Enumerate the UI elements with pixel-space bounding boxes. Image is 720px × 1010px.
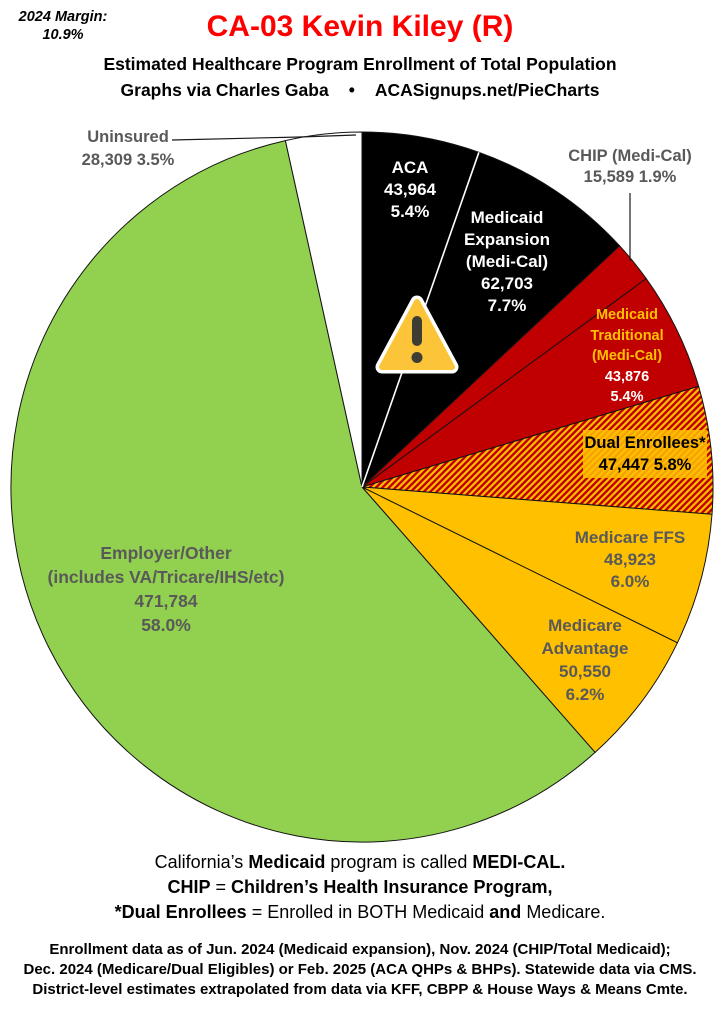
- slice-value: 50,550: [559, 662, 611, 681]
- slice-value: 471,784: [134, 591, 198, 611]
- definition-line: California’s Medicaid program is called …: [154, 852, 566, 872]
- slice-label-medicaid-expansion: Medicaid Expansion (Medi-Cal) 62,703 7.7…: [427, 207, 587, 317]
- uninsured-leader-line: [171, 134, 357, 141]
- chart-subtitle: Estimated Healthcare Program Enrollment …: [103, 54, 617, 74]
- slice-name: Employer/Other: [100, 543, 232, 563]
- definition-line: CHIP = Children’s Health Insurance Progr…: [167, 877, 553, 897]
- slice-name: CHIP (Medi-Cal): [568, 147, 692, 165]
- slice-name: Medicaid: [595, 307, 659, 323]
- credit-line: Graphs via Charles Gaba • ACASignups.net…: [0, 79, 720, 101]
- slice-value: 28,309 3.5%: [81, 151, 175, 169]
- slice-name: Medicaid: [470, 208, 544, 227]
- pie-wedges: [10, 131, 714, 843]
- pie-slice-medicare-advantage: [361, 486, 679, 754]
- slice-value: 62,703: [481, 274, 533, 293]
- slice-value: 43,876: [604, 368, 650, 385]
- margin-note-label: 2024 Margin:: [18, 9, 108, 25]
- slice-name: Expansion: [464, 230, 550, 249]
- slice-pct: 7.7%: [487, 296, 527, 315]
- slice-name: Uninsured: [87, 128, 169, 146]
- slice-label-chip: CHIP (Medi-Cal) 15,589 1.9%: [545, 146, 715, 188]
- slice-name: (includes VA/Tricare/IHS/etc): [47, 567, 285, 587]
- definitions-block: California’s Medicaid program is called …: [0, 850, 720, 925]
- slice-value: 15,589 1.9%: [583, 168, 677, 186]
- page-title: CA-03 Kevin Kiley (R): [206, 10, 514, 43]
- slice-name: Dual Enrollees*: [584, 434, 706, 452]
- slice-pct: 5.4%: [610, 389, 644, 405]
- slice-value: 48,923: [604, 550, 656, 569]
- bullet-separator: •: [348, 80, 355, 100]
- pie-slice-uninsured: [284, 131, 363, 488]
- margin-note: 2024 Margin: 10.9%: [4, 8, 122, 44]
- slice-pct: 6.0%: [610, 572, 650, 591]
- slice-name: Traditional: [590, 327, 664, 344]
- slice-label-medicare-advantage: Medicare Advantage 50,550 6.2%: [510, 614, 660, 706]
- slice-pct: 5.4%: [390, 202, 430, 221]
- credit-site: ACASignups.net/PieCharts: [374, 80, 600, 100]
- footer-line: Enrollment data as of Jun. 2024 (Medicai…: [49, 941, 671, 958]
- slice-pct: 6.2%: [565, 685, 605, 704]
- slice-name: (Medi-Cal): [591, 348, 663, 364]
- slice-value: 47,447 5.8%: [598, 456, 692, 474]
- slice-label-employer-other: Employer/Other (includes VA/Tricare/IHS/…: [46, 541, 286, 637]
- slice-name: Medicare FFS: [574, 528, 686, 547]
- slice-name: ACA: [391, 158, 429, 177]
- slice-name: Advantage: [541, 639, 629, 658]
- slice-label-medicaid-traditional: Medicaid Traditional (Medi-Cal) 43,876 5…: [557, 305, 697, 408]
- pie-slice-medicaid-expansion: [361, 151, 621, 488]
- pie-slice-dual-enrollees: [361, 385, 714, 515]
- pie-slice-medicare-ffs: [361, 486, 713, 644]
- warning-icon: [375, 295, 459, 374]
- slice-label-aca: ACA 43,964 5.4%: [340, 157, 480, 223]
- slice-name: (Medi-Cal): [465, 252, 549, 271]
- data-source-footer: Enrollment data as of Jun. 2024 (Medicai…: [0, 940, 720, 1000]
- definition-line: *Dual Enrollees = Enrolled in BOTH Medic…: [114, 902, 606, 922]
- slice-label-dual-enrollees: Dual Enrollees* 47,447 5.8%: [583, 430, 707, 478]
- margin-note-value: 10.9%: [42, 27, 84, 43]
- slice-label-medicare-ffs: Medicare FFS 48,923 6.0%: [555, 527, 705, 593]
- slice-label-uninsured: Uninsured 28,309 3.5%: [58, 126, 198, 172]
- footer-line: District-level estimates extrapolated fr…: [32, 981, 688, 998]
- slice-value: 43,964: [384, 180, 436, 199]
- slice-name: Medicare: [548, 616, 622, 635]
- pie-slice-employer-other: [10, 140, 596, 843]
- credit-author: Graphs via Charles Gaba: [120, 80, 329, 100]
- slice-pct: 58.0%: [141, 615, 191, 635]
- footer-line: Dec. 2024 (Medicare/Dual Eligibles) or F…: [23, 961, 697, 978]
